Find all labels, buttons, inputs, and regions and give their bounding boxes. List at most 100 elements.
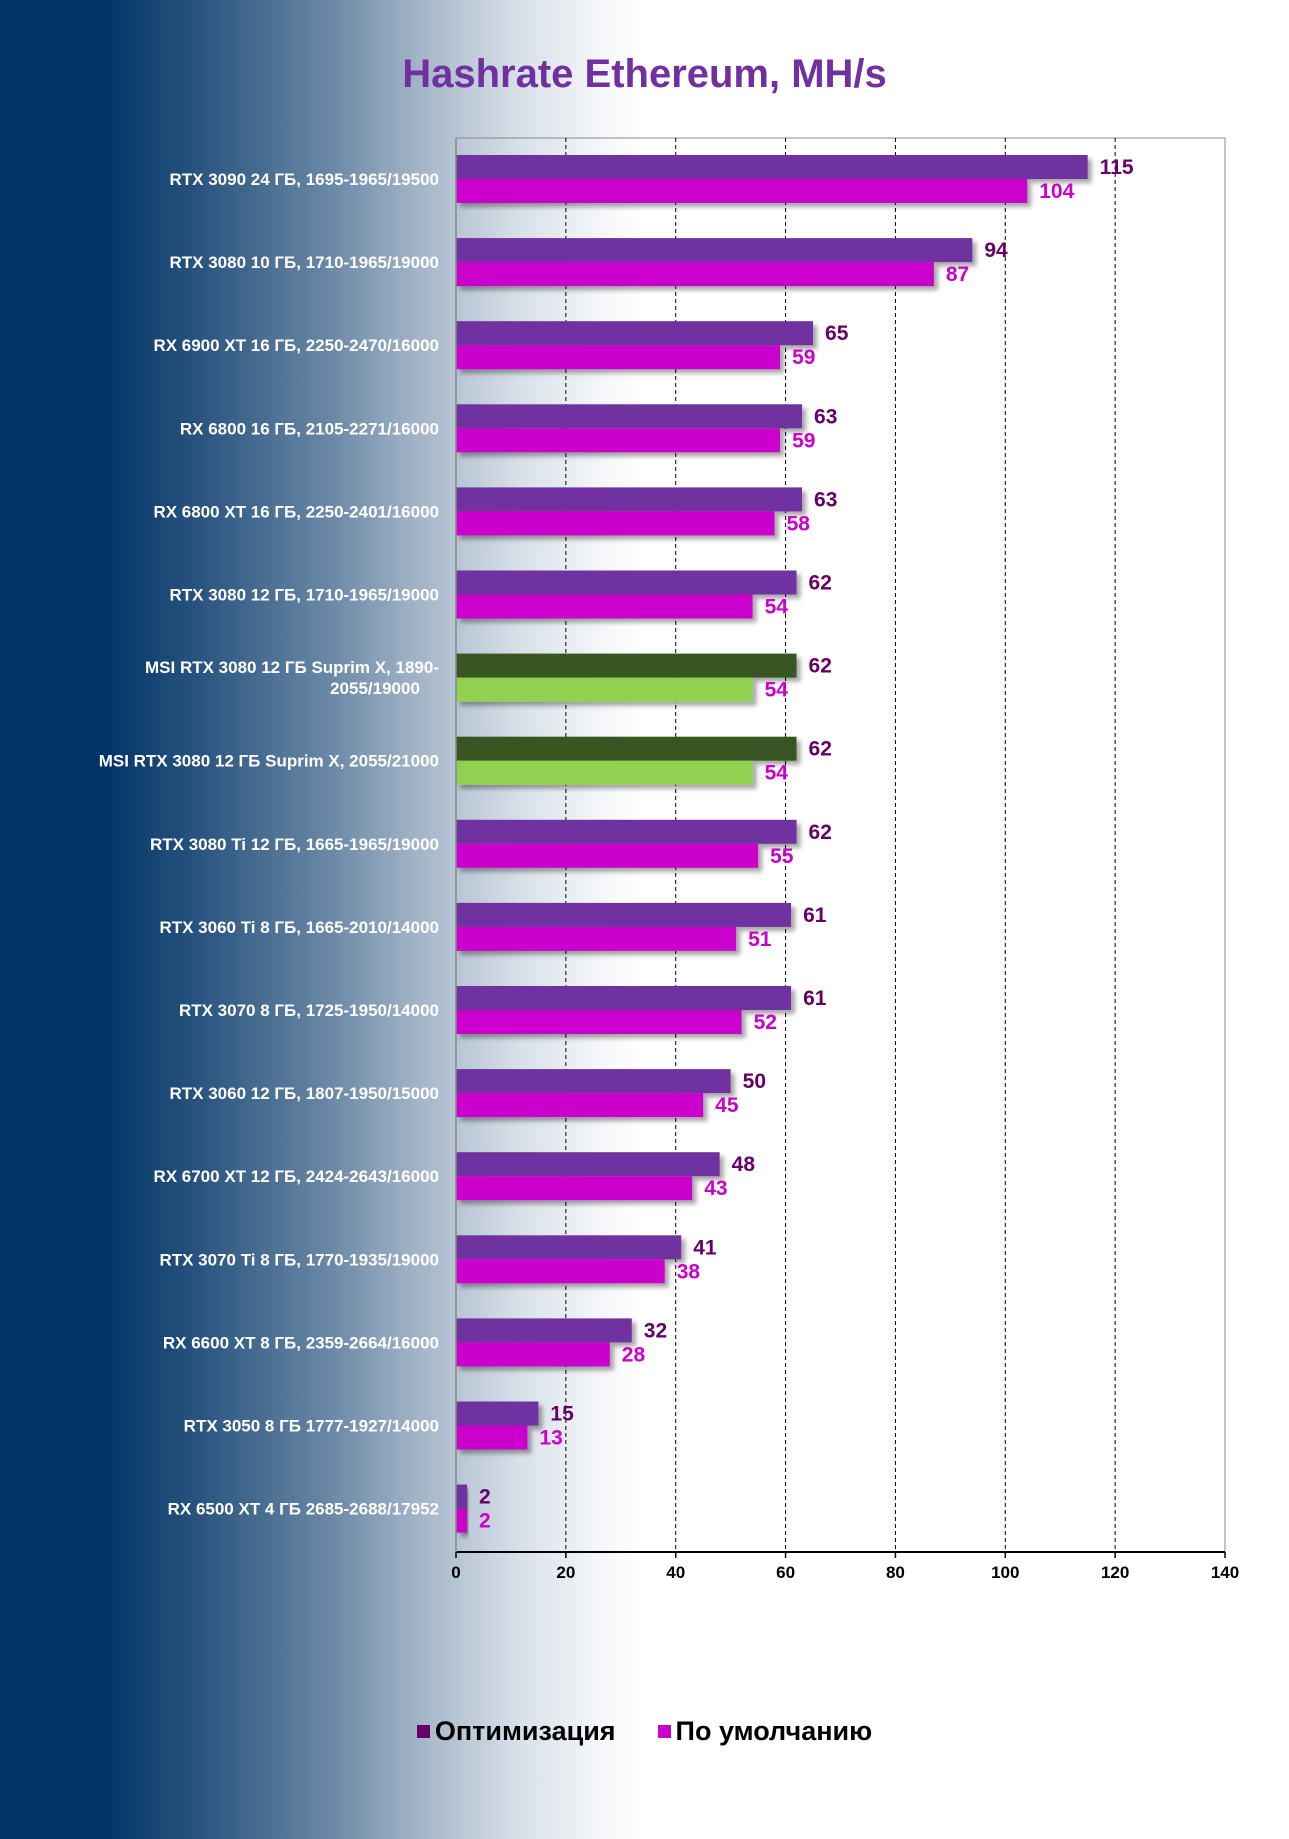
legend-label-default: По умолчанию [675,1716,873,1746]
category-label-line: RTX 3070 Ti 8 ГБ, 1770-1935/19000 [159,1250,439,1269]
value-label-optimization: 65 [825,322,849,345]
bar-optimization [456,653,797,678]
category-label-line: RTX 3060 Ti 8 ГБ, 1665-2010/14000 [159,918,439,937]
bar-default [456,594,753,619]
legend: Оптимизация По умолчанию [0,1716,1289,1747]
bar-optimization [456,736,797,761]
legend-item-optimization: Оптимизация [416,1716,616,1747]
category-label: RTX 3050 8 ГБ 1777-1927/14000 [184,1417,439,1436]
bar-optimization [456,986,792,1010]
value-label-optimization: 115 [1100,156,1134,179]
chart-title: Hashrate Ethereum, MH/s [402,52,887,96]
legend-item-default: По умолчанию [657,1716,873,1747]
category-label: RTX 3080 12 ГБ, 1710-1965/19000 [170,586,440,605]
bar-default [456,1342,610,1367]
value-label-default: 58 [787,512,811,535]
category-label-line: RTX 3060 12 ГБ, 1807-1950/15000 [170,1084,440,1103]
value-label-default: 51 [748,928,772,951]
category-label-line: RX 6700 XT 12 ГБ, 2424-2643/16000 [153,1167,439,1186]
x-tick-label: 120 [1101,1563,1129,1582]
category-label: MSI RTX 3080 12 ГБ Suprim X, 2055/21000 [99,752,439,771]
value-label-optimization: 61 [803,987,827,1010]
value-label-default: 38 [677,1260,701,1283]
bar-default [456,1010,742,1034]
bar-default [456,262,934,287]
bar-default [456,760,753,785]
value-label-default: 87 [946,263,969,286]
value-label-default: 55 [770,845,794,868]
value-label-optimization: 15 [550,1403,574,1426]
value-label-default: 45 [715,1094,739,1117]
bar-optimization [456,819,797,844]
value-labels: 1151049487655963596358625462546254625561… [479,156,1134,1533]
category-label: RX 6900 XT 16 ГБ, 2250-2470/16000 [153,336,439,355]
category-label-line: RTX 3070 8 ГБ, 1725-1950/14000 [179,1001,439,1020]
x-tick-label: 40 [666,1563,685,1582]
x-tick-label: 80 [886,1563,905,1582]
category-label: RTX 3080 Ti 12 ГБ, 1665-1965/19000 [150,835,439,854]
bar-default [456,179,1028,203]
value-label-optimization: 63 [814,488,837,511]
value-label-optimization: 32 [644,1319,667,1342]
category-label: RTX 3070 Ti 8 ГБ, 1770-1935/19000 [159,1250,439,1269]
bar-optimization [456,1484,467,1509]
category-labels: RTX 3090 24 ГБ, 1695-1965/19500 RTX 3080 … [99,170,439,1519]
bar-optimization [456,1152,720,1177]
bar-default [456,1259,665,1284]
category-label-line: RTX 3050 8 ГБ 1777-1927/14000 [184,1417,439,1436]
x-tick-label: 100 [991,1563,1019,1582]
x-axis: 0 20 40 60 80 100 120 140 [451,138,1239,1582]
legend-swatch-default [657,1725,671,1738]
value-label-default: 104 [1039,180,1074,203]
x-tick-label: 0 [451,1563,460,1582]
category-label: RTX 3090 24 ГБ, 1695-1965/19500 [170,170,440,189]
category-label-line: RX 6800 16 ГБ, 2105-2271/16000 [180,419,439,438]
category-label: RTX 3080 10 ГБ, 1710-1965/19000 [170,253,440,272]
category-label-line: RX 6900 XT 16 ГБ, 2250-2470/16000 [153,336,439,355]
bar-default [456,428,781,453]
value-label-default: 59 [792,346,815,369]
value-label-optimization: 61 [803,904,827,927]
category-label: MSI RTX 3080 12 ГБ Suprim X, 1890- 2055/1… [145,658,439,698]
value-label-optimization: 62 [809,655,832,678]
value-label-optimization: 62 [809,738,832,761]
value-label-optimization: 62 [809,821,832,844]
category-label-line: MSI RTX 3080 12 ГБ Suprim X, 2055/21000 [99,752,439,771]
bar-optimization [456,404,803,429]
x-tick-label: 60 [776,1563,795,1582]
bar-optimization [456,321,814,346]
category-label-line: RX 6500 XT 4 ГБ 2685-2688/17952 [168,1500,439,1519]
value-label-default: 28 [622,1343,646,1366]
bar-optimization [456,1235,682,1260]
bar-optimization [456,487,803,512]
value-label-optimization: 2 [479,1486,491,1509]
category-label-line: RX 6800 XT 16 ГБ, 2250-2401/16000 [153,502,439,521]
bar-optimization [456,238,973,263]
category-label: RTX 3060 Ti 8 ГБ, 1665-2010/14000 [159,918,439,937]
value-label-optimization: 48 [732,1153,756,1176]
category-label-line: RTX 3080 10 ГБ, 1710-1965/19000 [170,253,440,272]
legend-label-optimization: Оптимизация [434,1716,616,1746]
value-label-default: 59 [792,429,815,452]
category-label-line: RX 6600 XT 8 ГБ, 2359-2664/16000 [163,1333,439,1352]
category-label-line: MSI RTX 3080 12 ГБ Suprim X, 1890- [145,658,439,677]
value-label-optimization: 94 [984,239,1008,262]
bar-optimization [456,570,797,595]
bar-default [456,1176,693,1201]
bar-default [456,1093,704,1118]
category-label: RX 6800 16 ГБ, 2105-2271/16000 [180,419,439,438]
bar-optimization [456,902,792,927]
category-label: RX 6700 XT 12 ГБ, 2424-2643/16000 [153,1167,439,1186]
bar-optimization [456,1401,539,1426]
category-label: RX 6500 XT 4 ГБ 2685-2688/17952 [168,1500,439,1519]
category-label: RTX 3060 12 ГБ, 1807-1950/15000 [170,1084,440,1103]
x-tick-label: 20 [556,1563,575,1582]
bars [456,155,1088,1533]
bar-default [456,345,781,370]
bar-default [456,511,775,536]
value-label-default: 54 [765,762,789,785]
category-label-line: RTX 3090 24 ГБ, 1695-1965/19500 [170,170,440,189]
bar-default [456,843,759,868]
value-label-default: 52 [754,1011,777,1034]
